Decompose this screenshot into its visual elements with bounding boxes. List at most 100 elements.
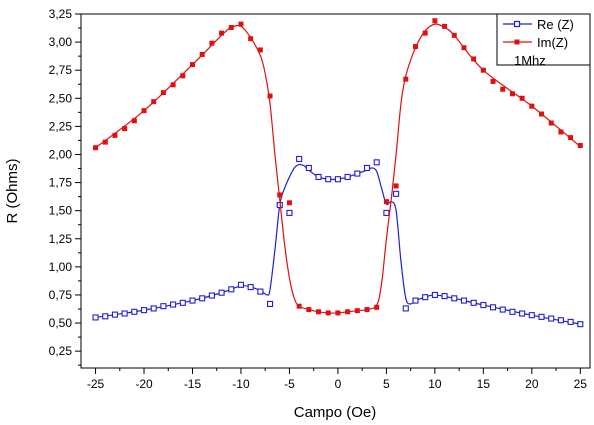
y-tick-label: 1,00 [49,260,73,274]
data-point-im [141,108,147,114]
data-point-im [296,303,302,309]
y-tick-label: 0,25 [49,344,73,358]
y-tick-label: 3,00 [49,35,73,49]
data-point-re [538,313,545,320]
y-tick-label: 2,75 [49,63,73,77]
data-point-re [170,301,177,308]
frequency-annotation: 1Mhz [514,53,546,68]
data-point-im [228,24,234,30]
data-point-im [277,192,283,198]
data-point-im [112,132,118,138]
data-point-im [490,78,496,84]
data-point-re [373,159,380,166]
data-point-re [92,314,99,321]
data-point-im [509,91,515,97]
data-point-im [345,309,351,315]
x-tick-label: 5 [383,377,390,391]
data-point-im [568,135,574,141]
data-point-re [286,209,293,216]
y-axis-title: R (Ohms) [4,159,21,224]
x-tick-label: -10 [232,377,250,391]
data-point-re [402,305,409,312]
data-point-im [480,67,486,73]
data-point-re [189,297,196,304]
data-point-im [180,73,186,79]
data-point-im [412,44,418,50]
data-point-im [529,103,535,109]
data-point-im [306,307,312,313]
data-point-re [460,297,468,304]
data-point-im [383,199,389,205]
x-tick-label: 10 [428,377,442,391]
data-point-im [374,304,380,310]
data-point-re [334,176,341,183]
data-point-im [325,310,331,316]
x-tick-label: 15 [477,377,491,391]
legend-label-re: Re (Z) [537,17,574,32]
data-point-re [325,176,332,183]
x-tick-label: -25 [87,377,105,391]
x-tick-label: -20 [135,377,153,391]
data-point-re [480,302,487,309]
data-point-im [189,62,195,68]
data-point-re [218,289,225,296]
data-point-im [199,51,205,57]
data-point-re [208,292,215,299]
data-point-im [257,47,263,53]
data-point-im [209,40,215,46]
y-tick-label: 0,50 [49,316,73,330]
data-point-re [267,300,274,307]
data-point-im [558,129,564,135]
data-point-im [102,139,108,145]
data-point-re [102,313,109,320]
data-point-im [131,118,137,124]
y-tick-label: 0,75 [49,288,73,302]
data-point-re [383,209,390,216]
data-point-re [363,164,371,172]
data-point-im [267,93,273,99]
data-point-im [160,90,166,96]
data-point-re [257,288,264,295]
data-point-re [150,305,157,312]
data-point-im [170,82,176,88]
data-point-im [364,307,370,313]
data-point-re [315,173,322,181]
data-point-im [248,36,254,42]
data-point-re [557,317,564,324]
data-point-im [577,142,583,148]
data-point-re [140,307,148,314]
data-point-im [451,32,457,38]
data-point-im [354,308,360,314]
y-tick-label: 2,25 [49,119,73,133]
x-tick-label: 25 [574,377,588,391]
axis-ticks: -25 -20 -15 -10 -5 0 5 10 15 20 25 0,25 0,50 0,75 1,00… [49,7,588,391]
data-point-re [111,311,118,318]
legend-marker-im [514,39,520,45]
series-layer [92,18,584,328]
data-point-re [199,295,206,302]
y-tick-label: 2,00 [49,147,73,161]
data-point-re [528,312,535,319]
data-point-re [509,308,516,315]
data-point-im [461,45,467,51]
data-point-re [489,304,497,311]
data-point-re [548,315,555,322]
data-point-re [228,286,235,293]
y-tick-label: 1,50 [49,204,73,218]
data-point-re [305,164,312,172]
data-point-im [238,21,244,27]
data-point-im [316,309,322,315]
data-point-re [393,190,400,197]
data-point-re [431,291,438,299]
data-point-re [296,155,303,163]
data-point-re [499,306,506,313]
plot-frame [80,13,591,369]
data-point-re [422,294,429,301]
data-point-im [442,23,448,29]
data-point-re [247,284,254,291]
data-point-im [519,95,525,101]
data-point-re [441,293,448,300]
data-point-re [344,173,351,181]
y-tick-label: 1,75 [49,176,73,190]
